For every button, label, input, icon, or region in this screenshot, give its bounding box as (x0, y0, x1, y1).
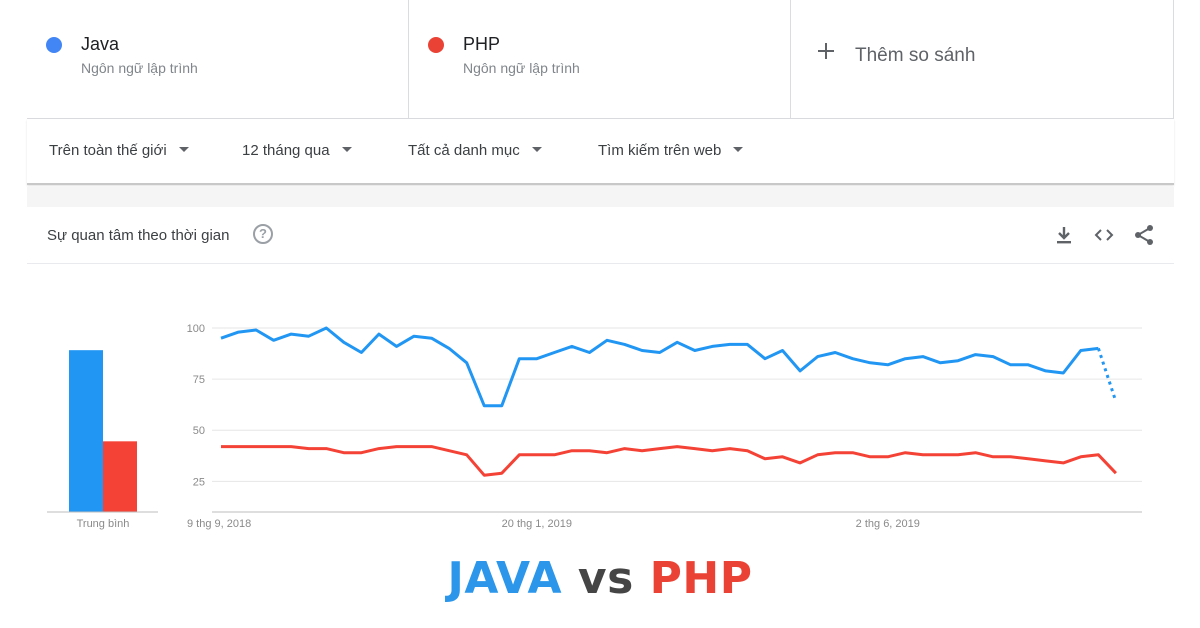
add-compare-button[interactable]: Thêm so sánh (791, 0, 1173, 119)
filter-category[interactable]: Tất cả danh mục (408, 142, 542, 159)
filter-label: Tìm kiếm trên web (598, 142, 722, 159)
series-line-php (221, 445, 1117, 477)
caret-down-icon (341, 146, 352, 152)
filter-region[interactable]: Trên toàn thế giới (49, 142, 189, 159)
average-label: Trung bình (77, 518, 130, 530)
term-card-php[interactable]: PHP Ngôn ngữ lập trình (409, 0, 791, 119)
filter-bar: Trên toàn thế giới 12 tháng qua Tất cả d… (27, 119, 1174, 185)
term-name: PHP (463, 34, 501, 54)
trends-chart: Trung bình 25 50 75 100 9 thg 9, 2018 20 thg … (47, 323, 1142, 530)
interest-line-chart: 25 50 75 100 9 thg 9, 2018 20 thg 1, 2019 2 th… (187, 323, 1142, 530)
embed-icon[interactable] (1092, 223, 1116, 247)
x-tick-label: 2 thg 6, 2019 (856, 518, 920, 530)
term-type: Ngôn ngữ lập trình (463, 60, 580, 76)
x-tick-label: 9 thg 9, 2018 (187, 518, 251, 530)
banner-java: JAVA (447, 553, 563, 604)
php-color-dot (428, 37, 444, 53)
share-icon[interactable] (1132, 223, 1156, 247)
java-color-dot (46, 37, 62, 53)
filter-search-type[interactable]: Tìm kiếm trên web (598, 142, 744, 159)
average-bar-java (69, 350, 103, 512)
filter-label: Tất cả danh mục (408, 142, 520, 159)
x-tick-label: 20 thg 1, 2019 (502, 518, 572, 530)
panel-title: Sự quan tâm theo thời gian (47, 227, 230, 244)
average-bar-chart: Trung bình (47, 350, 158, 530)
y-tick-label: 50 (193, 425, 205, 437)
y-tick-label: 25 (193, 476, 205, 488)
interest-over-time-header: Sự quan tâm theo thời gian ? (27, 207, 1174, 264)
y-tick-label: 100 (187, 323, 205, 335)
title-banner: JAVA vs PHP (0, 553, 1200, 604)
plus-icon (817, 42, 835, 60)
term-card-java[interactable]: Java Ngôn ngữ lập trình (27, 0, 409, 119)
series-line-java (220, 326, 1099, 408)
y-tick-label: 75 (193, 374, 205, 386)
term-name: Java (81, 34, 120, 54)
section-gap (27, 187, 1174, 207)
filter-label: 12 tháng qua (242, 142, 330, 159)
download-icon[interactable] (1052, 223, 1076, 247)
banner-vs: vs (577, 553, 634, 604)
series-partial-java (1096, 347, 1118, 403)
term-type: Ngôn ngữ lập trình (81, 60, 198, 76)
caret-down-icon (178, 146, 189, 152)
filter-time[interactable]: 12 tháng qua (242, 142, 352, 159)
caret-down-icon (531, 146, 542, 152)
help-icon[interactable]: ? (253, 224, 273, 244)
caret-down-icon (733, 146, 744, 152)
banner-php: PHP (649, 553, 753, 604)
average-bar-php (103, 441, 137, 512)
add-compare-label: Thêm so sánh (855, 45, 976, 66)
filter-label: Trên toàn thế giới (49, 142, 167, 159)
comparison-cards: Java Ngôn ngữ lập trình PHP Ngôn ngữ lập… (27, 0, 1174, 119)
